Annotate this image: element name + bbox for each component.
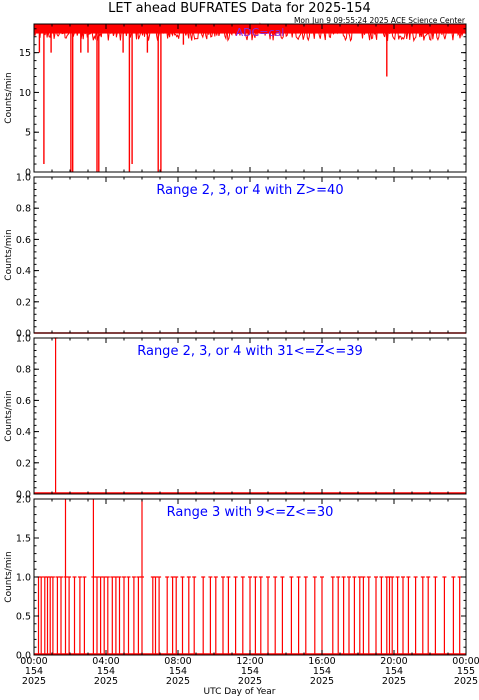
y-tick-label-4-4: 2.0 bbox=[16, 495, 31, 506]
x-tick-doy-4: 154 bbox=[313, 666, 331, 677]
y-tick-label-3-1: 0.2 bbox=[16, 458, 31, 469]
y-tick-label-3-5: 1.0 bbox=[16, 334, 31, 345]
x-tick-time-4: 16:00 bbox=[308, 656, 335, 667]
x-tick-doy-2: 154 bbox=[169, 666, 187, 677]
x-axis-label: UTC Day of Year bbox=[203, 687, 276, 697]
panel-4-title: Range 3 with 9<=Z<=30 bbox=[167, 505, 334, 520]
panel-2-frame bbox=[33, 176, 467, 334]
y-axis-label-4: Counts/min bbox=[4, 551, 14, 602]
x-tick-time-5: 20:00 bbox=[380, 656, 407, 667]
y-tick-label-1-0: 0 bbox=[25, 168, 31, 179]
y-tick-label-4-0: 0.0 bbox=[16, 651, 31, 662]
figure-subtitle: Mon Jun 9 09:55:24 2025 ACE Science Cent… bbox=[293, 16, 465, 25]
y-tick-label-4-2: 1.0 bbox=[16, 573, 31, 584]
panel-2-title: Range 2, 3, or 4 with Z>=40 bbox=[156, 183, 343, 198]
y-tick-label-4-1: 0.5 bbox=[16, 612, 31, 623]
x-tick-year-6: 2025 bbox=[454, 676, 478, 687]
y-tick-label-2-1: 0.2 bbox=[16, 297, 31, 308]
x-tick-time-6: 00:00 bbox=[452, 656, 479, 667]
y-tick-label-3-3: 0.6 bbox=[16, 396, 31, 407]
x-tick-time-2: 08:00 bbox=[164, 656, 191, 667]
y-axis-label-3: Counts/min bbox=[4, 390, 14, 441]
x-tick-year-0: 2025 bbox=[22, 676, 46, 687]
panel-3-title: Range 2, 3, or 4 with 31<=Z<=39 bbox=[137, 344, 363, 359]
y-tick-label-4-3: 1.5 bbox=[16, 534, 31, 545]
x-tick-doy-0: 154 bbox=[25, 666, 43, 677]
x-tick-doy-1: 154 bbox=[97, 666, 115, 677]
x-tick-year-5: 2025 bbox=[382, 676, 406, 687]
y-tick-label-2-5: 1.0 bbox=[16, 173, 31, 184]
y-tick-label-1-1: 5 bbox=[25, 128, 31, 139]
x-tick-time-1: 04:00 bbox=[92, 656, 119, 667]
panel-3-frame bbox=[33, 337, 467, 495]
y-axis-label-1: Counts/min bbox=[4, 72, 14, 123]
x-tick-year-2: 2025 bbox=[166, 676, 190, 687]
x-tick-year-4: 2025 bbox=[310, 676, 334, 687]
x-tick-time-0: 00:00 bbox=[20, 656, 47, 667]
x-tick-doy-3: 154 bbox=[241, 666, 259, 677]
x-tick-doy-5: 154 bbox=[385, 666, 403, 677]
x-tick-time-3: 12:00 bbox=[236, 656, 263, 667]
y-tick-label-3-2: 0.4 bbox=[16, 427, 31, 438]
y-tick-label-3-0: 0.0 bbox=[16, 490, 31, 501]
adc-cal-annotation: ADC=cal bbox=[236, 26, 285, 39]
x-tick-year-3: 2025 bbox=[238, 676, 262, 687]
y-axis-label-2: Counts/min bbox=[4, 229, 14, 280]
y-tick-label-2-0: 0.0 bbox=[16, 329, 31, 340]
x-tick-doy-6: 155 bbox=[457, 666, 475, 677]
y-tick-label-1-3: 15 bbox=[19, 48, 31, 59]
y-tick-label-1-2: 10 bbox=[19, 88, 31, 99]
x-tick-year-1: 2025 bbox=[94, 676, 118, 687]
y-tick-label-2-2: 0.4 bbox=[16, 266, 31, 277]
y-tick-label-2-3: 0.6 bbox=[16, 235, 31, 246]
y-tick-label-2-4: 0.8 bbox=[16, 204, 31, 215]
y-tick-label-3-4: 0.8 bbox=[16, 365, 31, 376]
figure-title: LET ahead BUFRATES Data for 2025-154 bbox=[108, 1, 371, 16]
